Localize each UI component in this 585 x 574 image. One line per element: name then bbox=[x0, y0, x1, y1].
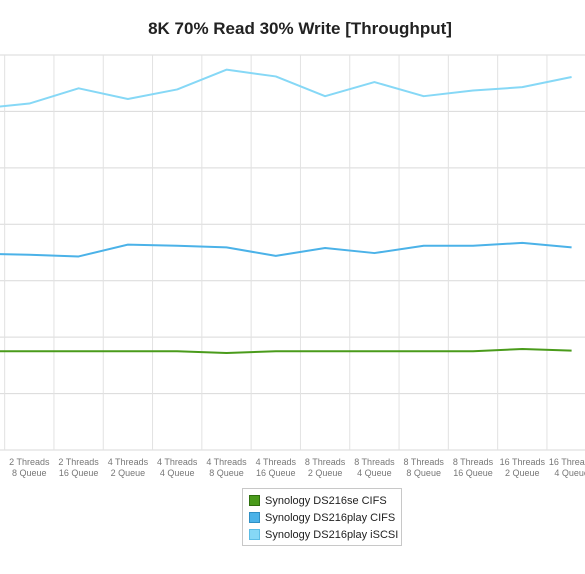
x-tick-label-line2: 16 Queue bbox=[453, 468, 493, 478]
series-line-1 bbox=[0, 241, 572, 258]
legend: Synology DS216se CIFS Synology DS216play… bbox=[242, 488, 402, 546]
legend-label: Synology DS216play iSCSI bbox=[265, 528, 399, 541]
x-tick-label-line2: 2 Queue bbox=[111, 468, 146, 478]
x-tick-label-line1: 4 Threads bbox=[157, 457, 198, 467]
legend-item-ds216play-iscsi: Synology DS216play iSCSI bbox=[249, 526, 401, 543]
x-tick-label-line2: 16 Queue bbox=[256, 468, 296, 478]
x-tick-label-line1: 1 Threads bbox=[0, 457, 1, 467]
chart-title: 8K 70% Read 30% Write [Throughput] bbox=[148, 19, 452, 38]
vertical-gridlines bbox=[4, 55, 548, 450]
legend-label: Synology DS216play CIFS bbox=[265, 511, 396, 524]
legend-swatch bbox=[249, 512, 260, 523]
legend-swatch bbox=[249, 495, 260, 506]
x-tick-label-line1: 8 Threads bbox=[453, 457, 494, 467]
x-tick-label-line2: 4 Queue bbox=[160, 468, 195, 478]
x-tick-label-line1: 8 Threads bbox=[305, 457, 346, 467]
x-tick-label-line2: 2 Queue bbox=[505, 468, 540, 478]
x-tick-label-line2: 8 Queue bbox=[406, 468, 441, 478]
legend-label: Synology DS216se CIFS bbox=[265, 494, 387, 507]
series-line-2 bbox=[0, 68, 572, 108]
x-tick-label-line2: 2 Queue bbox=[308, 468, 343, 478]
legend-item-ds216se-cifs: Synology DS216se CIFS bbox=[249, 492, 401, 509]
x-tick-label-line2: 4 Queue bbox=[554, 468, 585, 478]
x-tick-label-line2: 8 Queue bbox=[209, 468, 244, 478]
x-tick-label-line1: 8 Threads bbox=[354, 457, 395, 467]
x-tick-label-line1: 16 Threads bbox=[549, 457, 585, 467]
horizontal-gridlines bbox=[0, 54, 585, 451]
x-tick-label-line2: 4 Queue bbox=[357, 468, 392, 478]
x-tick-label-line1: 4 Threads bbox=[256, 457, 297, 467]
x-tick-label-line1: 4 Threads bbox=[206, 457, 247, 467]
x-tick-label-line2: 16 Queue bbox=[59, 468, 99, 478]
series-lines bbox=[0, 68, 572, 354]
x-tick-label-line1: 2 Threads bbox=[9, 457, 50, 467]
x-tick-label-line1: 8 Threads bbox=[404, 457, 445, 467]
x-tick-label-line1: 4 Threads bbox=[108, 457, 149, 467]
x-tick-label-line1: 16 Threads bbox=[500, 457, 546, 467]
legend-item-ds216play-cifs: Synology DS216play CIFS bbox=[249, 509, 401, 526]
series-line-0 bbox=[0, 347, 572, 354]
x-tick-label-line2: 8 Queue bbox=[12, 468, 47, 478]
x-tick-label-line1: 2 Threads bbox=[58, 457, 99, 467]
legend-swatch bbox=[249, 529, 260, 540]
